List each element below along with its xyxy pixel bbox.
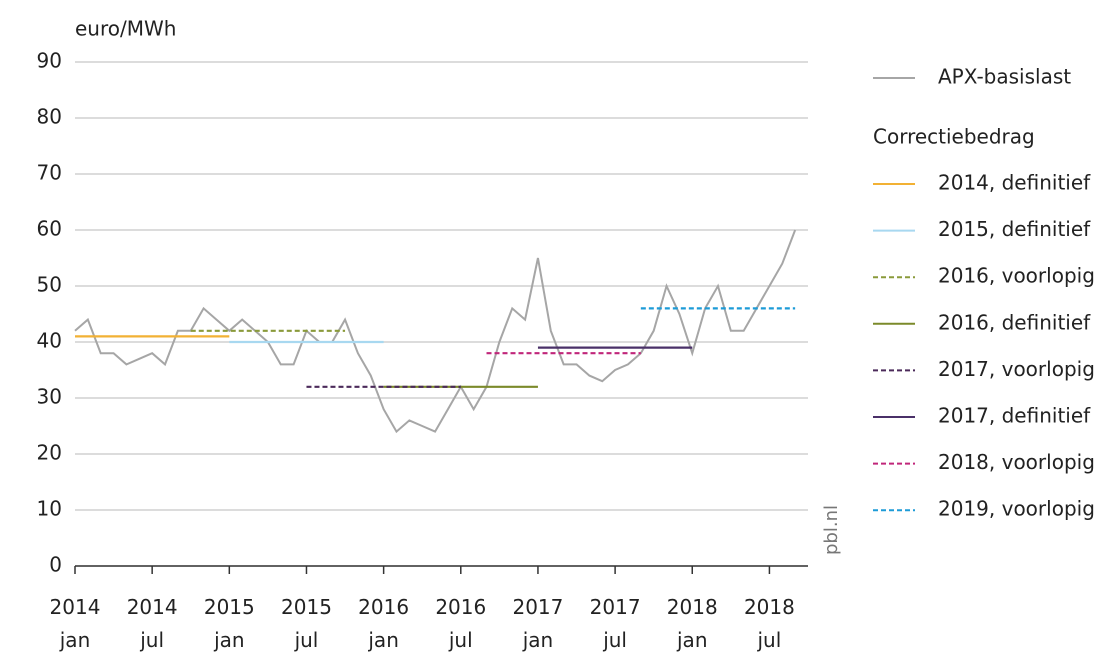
y-tick-label: 0 (49, 553, 62, 577)
legend-label: 2014, definitief (938, 171, 1091, 195)
legend-label: 2016, voorlopig (938, 264, 1095, 288)
x-tick-label: 2018 jan (666, 595, 718, 652)
legend-label: 2017, definitief (938, 404, 1091, 428)
legend-label: 2019, voorlopig (938, 497, 1095, 521)
x-tick-label: 2015 jan (203, 595, 255, 652)
x-tick-label: 2017 jan (512, 595, 564, 652)
x-tick-label: 2016 jan (358, 595, 410, 652)
y-tick-label: 50 (37, 273, 62, 297)
x-tick-label: 2014 jul (126, 595, 178, 652)
y-tick-label: 20 (37, 441, 62, 465)
y-tick-label: 80 (37, 105, 62, 129)
y-tick-label: 40 (37, 329, 62, 353)
legend-label: 2016, definitief (938, 310, 1091, 334)
legend-label: 2015, definitief (938, 217, 1091, 241)
x-tick-label: 2014 jan (49, 595, 101, 652)
x-tick-label: 2015 jul (281, 595, 332, 652)
legend-label: 2018, voorlopig (938, 450, 1095, 474)
price-line (74, 229, 797, 434)
y-tick-label: 90 (37, 49, 62, 73)
y-tick-label: 70 (37, 161, 62, 185)
x-tick-label: 2016 jul (435, 595, 487, 652)
legend-label: APX-basislast (938, 65, 1071, 89)
y-tick-label: 10 (37, 497, 62, 521)
x-tick-label: 2018 jul (743, 595, 795, 652)
y-tick-label: 60 (37, 217, 62, 241)
x-tick-label: 2017 jul (589, 595, 641, 652)
y-axis-label: euro/MWh (75, 17, 176, 41)
y-tick-label: 30 (37, 385, 62, 409)
legend-label: 2017, voorlopig (938, 357, 1095, 381)
legend-title: Correctiebedrag (873, 125, 1035, 149)
watermark: pbl.nl (821, 505, 842, 555)
